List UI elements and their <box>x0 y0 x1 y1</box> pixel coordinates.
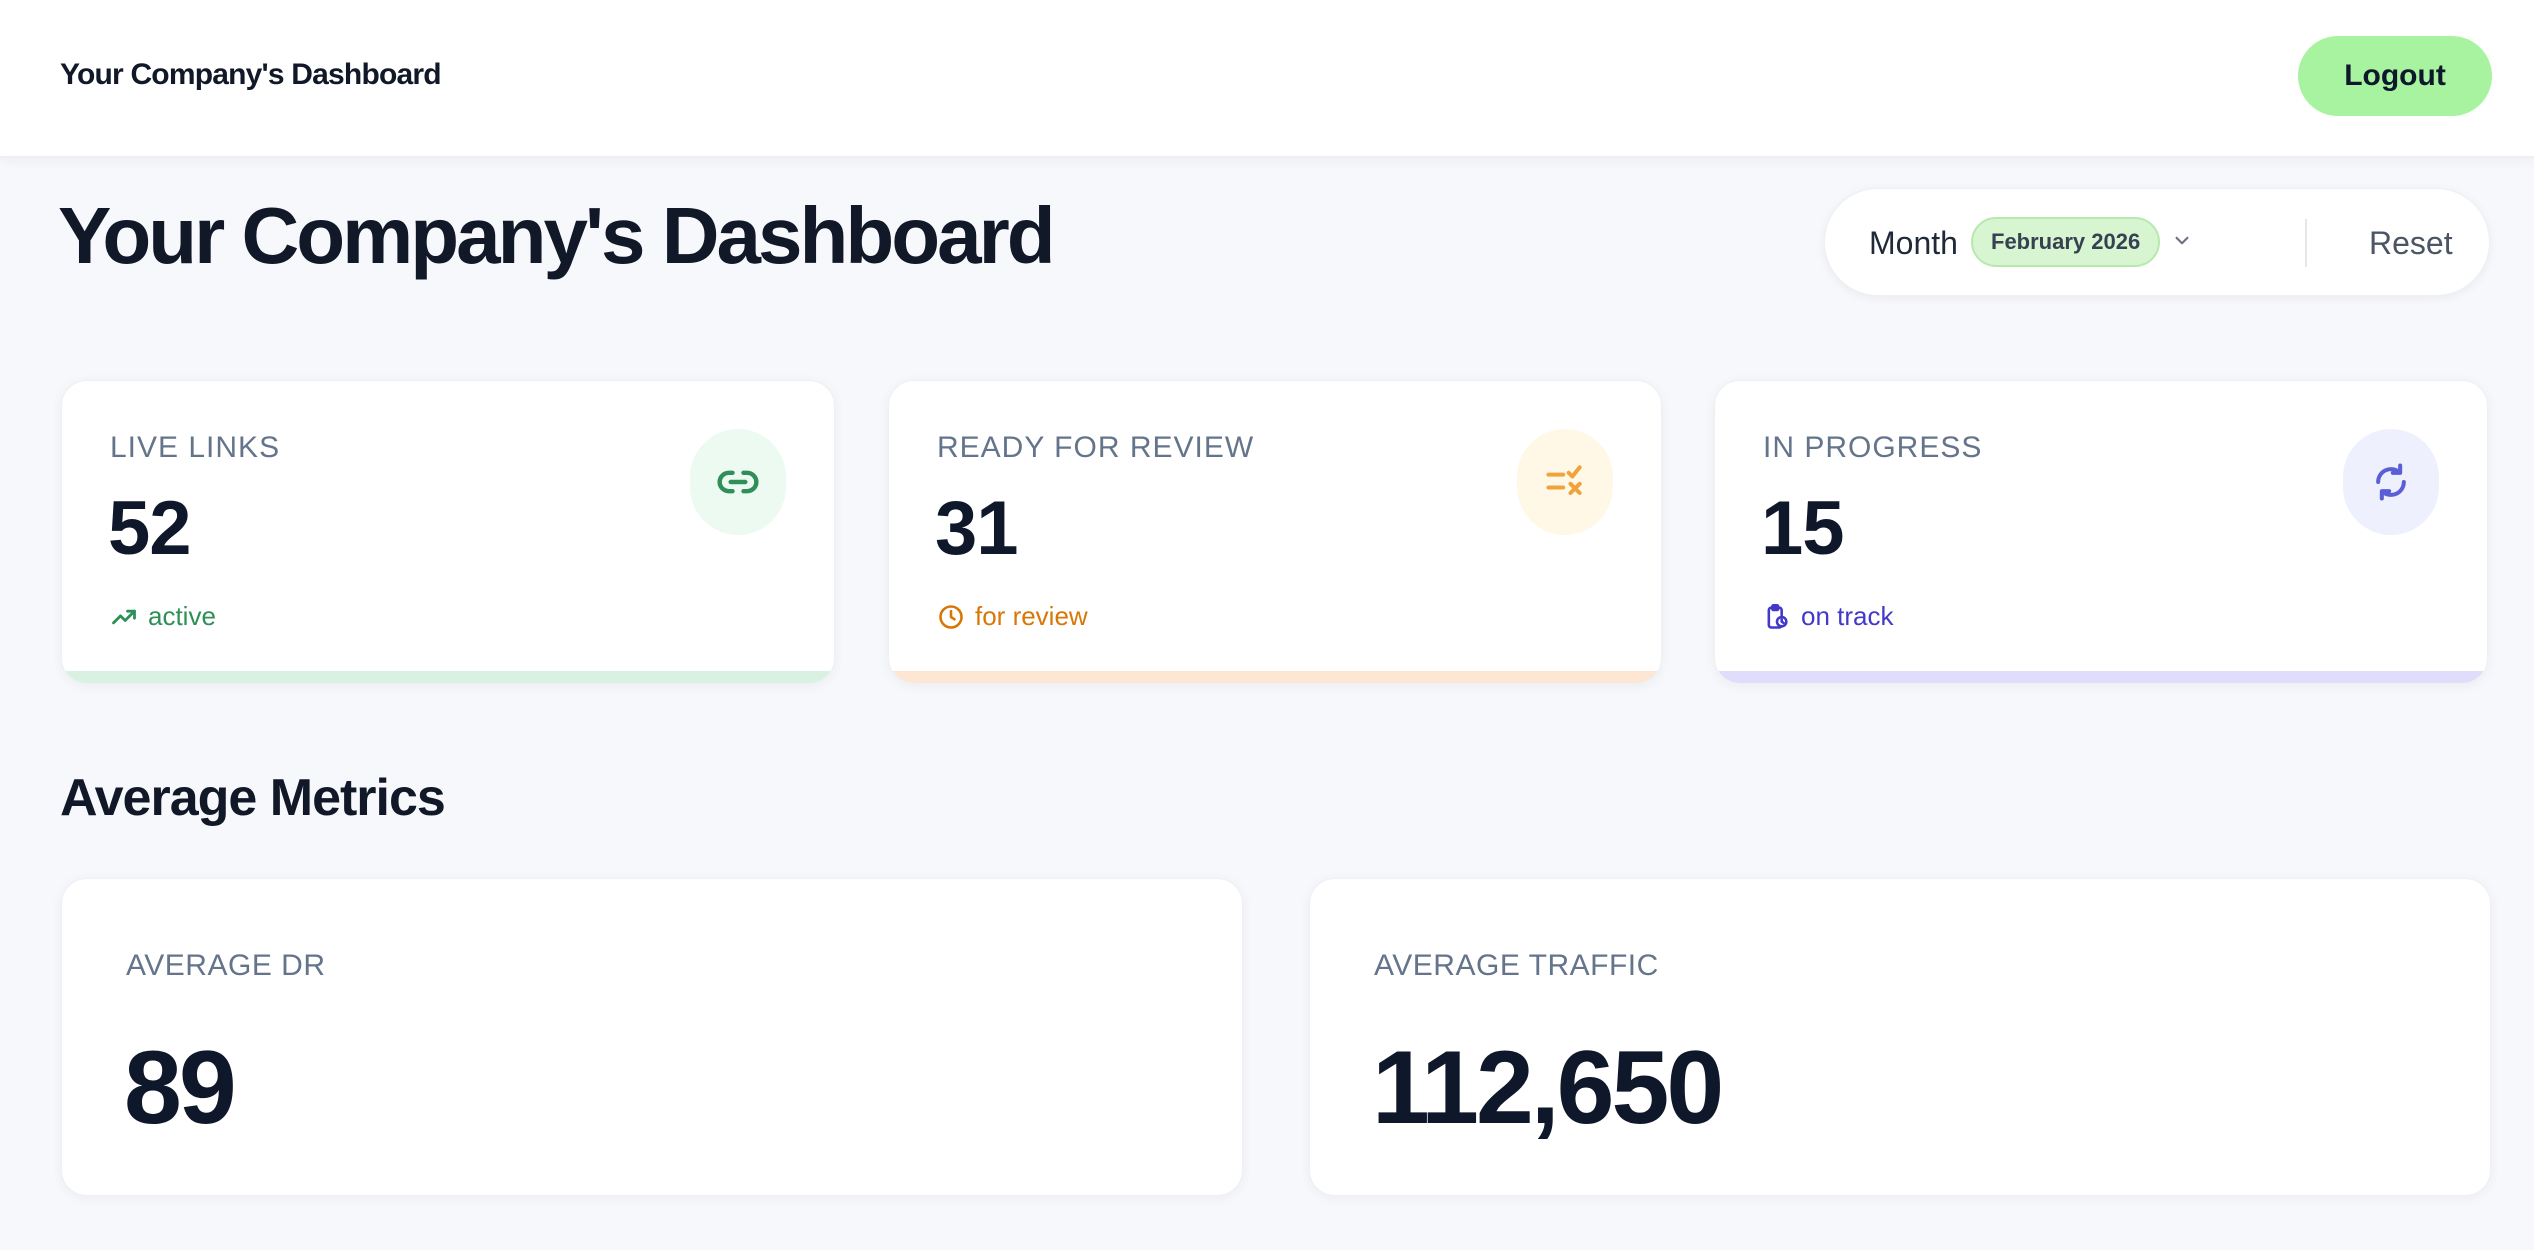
stat-subtext-label: on track <box>1801 601 1894 631</box>
section-title: Average Metrics <box>60 769 446 827</box>
list-check-icon <box>1546 465 1582 496</box>
stat-card-in-progress: IN PROGRESS 15 on track <box>1714 380 2488 684</box>
trending-up-icon <box>112 609 136 624</box>
stat-card-live-links: LIVE LINKS 52 active <box>61 380 835 684</box>
stat-subtext: active <box>110 601 216 632</box>
reset-button[interactable]: Reset <box>2369 225 2453 261</box>
stat-label: LIVE LINKS <box>110 431 281 464</box>
refresh-icon-badge <box>2343 429 2439 535</box>
stat-subtext: for review <box>937 601 1088 632</box>
month-filter-label: Month <box>1869 225 1958 261</box>
stat-subtext-label: active <box>148 601 216 631</box>
stat-accent-bar <box>62 671 834 683</box>
metric-value: 89 <box>124 1030 237 1146</box>
brand-title: Your Company's Dashboard <box>60 58 442 91</box>
metric-label: AVERAGE TRAFFIC <box>1374 949 1659 982</box>
stat-value: 52 <box>108 486 192 571</box>
top-navbar: Your Company's Dashboard Logout <box>0 0 2534 158</box>
filter-divider <box>2305 219 2307 267</box>
metric-value: 112,650 <box>1372 1030 1724 1146</box>
stat-subtext-label: for review <box>975 601 1088 631</box>
metric-label: AVERAGE DR <box>126 949 326 982</box>
stat-accent-bar <box>889 671 1661 683</box>
stat-label: READY FOR REVIEW <box>937 431 1255 464</box>
clipboard-clock-icon <box>1767 603 1788 629</box>
link-icon-badge <box>690 429 786 535</box>
list-check-icon-badge <box>1517 429 1613 535</box>
stat-subtext: on track <box>1763 601 1894 632</box>
logout-button[interactable]: Logout <box>2298 36 2492 116</box>
stat-value: 31 <box>935 486 1019 571</box>
page-title: Your Company's Dashboard <box>58 191 1056 280</box>
month-select[interactable]: February 2026 <box>1971 217 2161 267</box>
link-icon <box>717 470 759 494</box>
stat-value: 15 <box>1761 486 1845 571</box>
chevron-down-icon[interactable] <box>2169 227 2195 253</box>
stat-label: IN PROGRESS <box>1763 431 1983 464</box>
month-filter: Month February 2026 Reset <box>1824 188 2490 296</box>
clock-icon <box>939 604 963 629</box>
metric-card-average-traffic: AVERAGE TRAFFIC 112,650 <box>1309 878 2491 1196</box>
metric-card-average-dr: AVERAGE DR 89 <box>61 878 1243 1196</box>
stat-card-ready-for-review: READY FOR REVIEW 31 for review <box>888 380 1662 684</box>
stat-accent-bar <box>1715 671 2487 683</box>
refresh-icon <box>2376 463 2406 501</box>
